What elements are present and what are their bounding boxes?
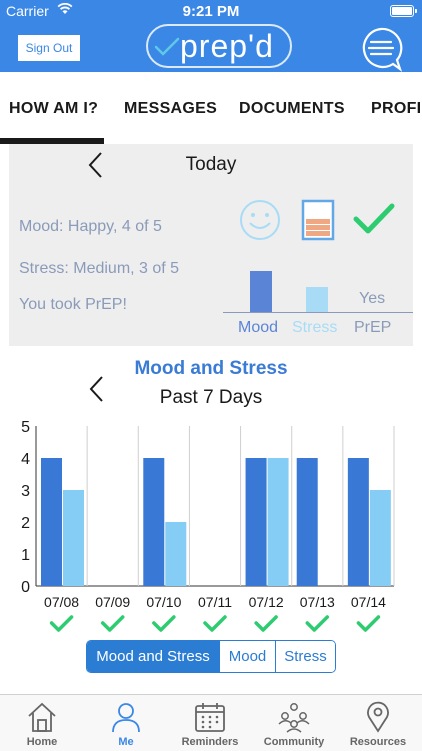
x-tick-label: 07/14 [351,594,386,610]
y-tick-label: 3 [21,483,30,500]
prep-check-icon [305,615,330,632]
stress-summary: Stress: Medium, 3 of 5 [19,260,180,277]
y-tick-label: 2 [21,515,30,532]
prep-check-icon [49,615,74,632]
today-stress-bar [306,287,328,312]
tab-documents[interactable]: DOCUMENTS [239,100,345,117]
today-mood-label: Mood [238,319,279,336]
menu-icon[interactable] [358,26,404,72]
today-mood-bar [250,270,272,312]
y-tick-label: 1 [21,547,30,564]
x-tick-label: 07/11 [198,594,232,610]
tabbar-me[interactable]: Me [84,695,168,751]
stress-bar [165,522,187,586]
mood-bar [347,458,369,586]
top-tabs: HOW AM I? MESSAGES DOCUMENTS PROFILE [0,72,422,144]
y-tick-label: 0 [21,579,30,596]
location-pin-icon [367,701,389,733]
x-tick-label: 07/13 [300,594,335,610]
prep-check-icon [356,615,381,632]
prep-check-icon [152,615,176,632]
x-tick-label: 07/12 [249,594,284,610]
app-header: Sign Out prep'd [0,24,422,72]
chart-back-arrow-icon[interactable] [88,375,104,403]
prep-check-icon [254,615,278,632]
home-icon [28,702,56,732]
today-title: Today [185,154,237,175]
today-axis [223,312,413,313]
tabbar-resources[interactable]: Resources [336,695,420,751]
logo-check-icon [154,37,180,56]
calendar-icon [195,703,225,732]
mood-summary: Mood: Happy, 4 of 5 [19,218,162,235]
tab-messages[interactable]: MESSAGES [124,100,218,117]
prep-summary: You took PrEP! [19,296,127,313]
today-panel: Today Mood: Happy, 4 of 5 Stress: Medium… [9,144,413,346]
prep-taken-check-icon [353,203,395,234]
stress-bar [63,490,84,586]
x-tick-label: 07/09 [95,594,130,610]
bottom-tab-bar: Home Me Reminders Community [0,694,422,751]
mood-bar [41,458,62,586]
sign-out-button[interactable]: Sign Out [18,35,80,61]
tabbar-home-label: Home [26,736,58,748]
tabbar-home[interactable]: Home [0,695,84,751]
carrier-label: Carrier [6,3,49,19]
logo-wordmark: prep'd [180,28,274,64]
community-icon [278,703,310,733]
today-prep-value: Yes [359,290,386,307]
x-tick-label: 07/08 [44,594,79,610]
mood-bar [296,458,318,586]
filter-stress-button[interactable]: Stress [275,641,335,672]
stress-bar [369,490,391,586]
happy-face-icon [240,200,280,240]
today-back-arrow-icon[interactable] [87,151,103,179]
mood-bar [245,458,267,586]
tabbar-community-label: Community [263,736,325,748]
stress-meter-icon [301,199,335,241]
prep-check-icon [203,615,227,632]
filter-mood-button[interactable]: Mood [219,641,275,672]
today-prep-label: PrEP [354,319,392,336]
chart-title: Mood and Stress [134,358,288,379]
tabbar-me-label: Me [118,736,134,748]
x-tick-label: 07/10 [146,594,181,610]
chart-subtitle: Past 7 Days [159,387,263,408]
active-tab-indicator [0,138,104,144]
clock: 9:21 PM [182,3,240,20]
y-tick-label: 5 [21,419,30,436]
mood-bar [143,458,165,586]
tab-profile[interactable]: PROFILE [371,100,422,117]
person-icon [112,703,140,733]
tabbar-reminders-label: Reminders [181,736,239,748]
status-bar: Carrier 9:21 PM [0,0,422,24]
stress-bar [267,458,289,586]
tabbar-reminders[interactable]: Reminders [168,695,252,751]
tabbar-resources-label: Resources [349,736,407,748]
battery-icon [390,5,417,17]
y-tick-label: 4 [21,451,30,468]
chart-filter-segmented-control: Mood and Stress Mood Stress [86,640,336,673]
mood-stress-chart: 0 1 2 3 4 5 07/08 07/09 07/10 07/11 07/12 07/13 07/1… [21,419,395,632]
tabbar-community[interactable]: Community [252,695,336,751]
tab-how-am-i[interactable]: HOW AM I? [9,100,99,117]
today-stress-label: Stress [292,319,338,336]
prep-check-icon [100,615,125,632]
wifi-icon [57,3,73,14]
app-logo: prep'd [146,24,292,68]
filter-mood-and-stress-button[interactable]: Mood and Stress [87,641,219,672]
